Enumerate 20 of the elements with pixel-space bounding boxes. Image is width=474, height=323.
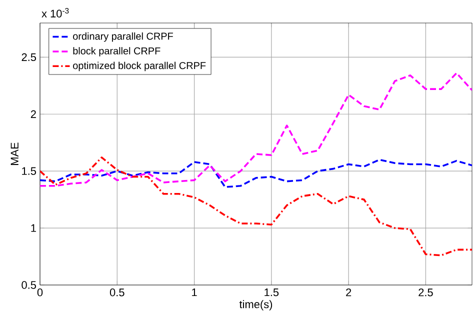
y-tick-label: 2 xyxy=(30,110,36,118)
line-series xyxy=(40,156,472,256)
y-tick-label: 1.5 xyxy=(22,167,36,175)
y-tick-label: 2.5 xyxy=(22,53,36,62)
line-series xyxy=(40,158,472,188)
y-tick-label: 0.5 xyxy=(22,281,36,289)
x-tick-label: 2 xyxy=(346,288,352,296)
y-axis-title: MAE xyxy=(10,142,18,165)
x-tick-label: 0 xyxy=(37,288,43,296)
x-tick-label: 1 xyxy=(192,288,197,296)
line-series xyxy=(40,72,472,187)
text: x 10$^{-3}$ xyxy=(42,8,69,18)
x-tick-label: 1.5 xyxy=(264,288,279,296)
x-tick-label: 0.5 xyxy=(110,288,124,296)
y-tick-label: 1 xyxy=(31,224,36,232)
legend-label: ordinary parallel CRPF xyxy=(73,32,173,42)
legend-label: block parallel CRPF xyxy=(73,47,160,56)
x-tick-label: 2.5 xyxy=(418,288,433,296)
legend-label: optimized block parallel CRPF xyxy=(73,62,206,72)
x-axis-title: time(s) xyxy=(239,300,272,310)
